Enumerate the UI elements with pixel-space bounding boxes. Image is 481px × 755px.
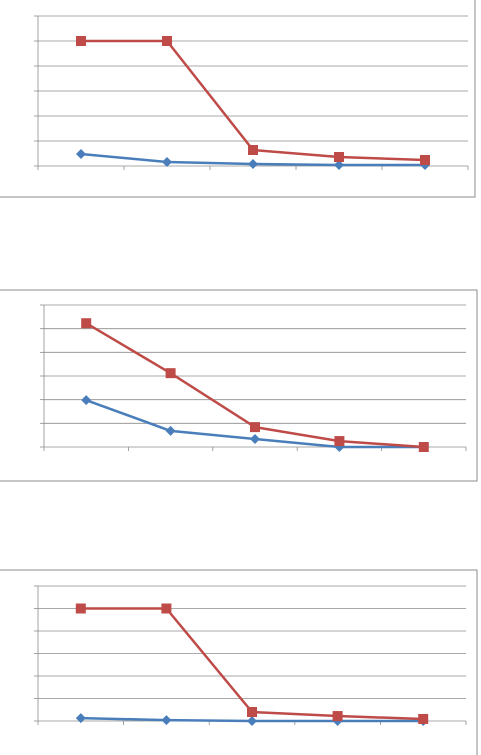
marker bbox=[248, 145, 258, 155]
marker bbox=[334, 436, 345, 447]
marker bbox=[332, 711, 343, 722]
chart-frame bbox=[0, 0, 476, 198]
marker bbox=[250, 422, 260, 433]
marker bbox=[334, 160, 344, 170]
chart-frame bbox=[0, 569, 478, 755]
marker bbox=[247, 716, 257, 726]
chart-frame bbox=[0, 289, 478, 482]
marker bbox=[334, 152, 344, 162]
marker bbox=[418, 442, 429, 452]
marker bbox=[165, 368, 176, 379]
marker bbox=[418, 713, 429, 724]
marker bbox=[162, 36, 172, 46]
marker bbox=[250, 433, 260, 444]
marker bbox=[81, 395, 92, 406]
marker bbox=[76, 36, 86, 46]
marker bbox=[161, 603, 172, 614]
marker bbox=[75, 713, 86, 724]
marker bbox=[81, 318, 92, 329]
marker bbox=[162, 157, 172, 167]
marker bbox=[247, 707, 257, 717]
marker bbox=[75, 603, 86, 614]
marker bbox=[161, 715, 172, 726]
marker bbox=[420, 155, 430, 165]
marker bbox=[165, 425, 176, 436]
marker bbox=[248, 159, 258, 169]
marker bbox=[76, 149, 86, 159]
